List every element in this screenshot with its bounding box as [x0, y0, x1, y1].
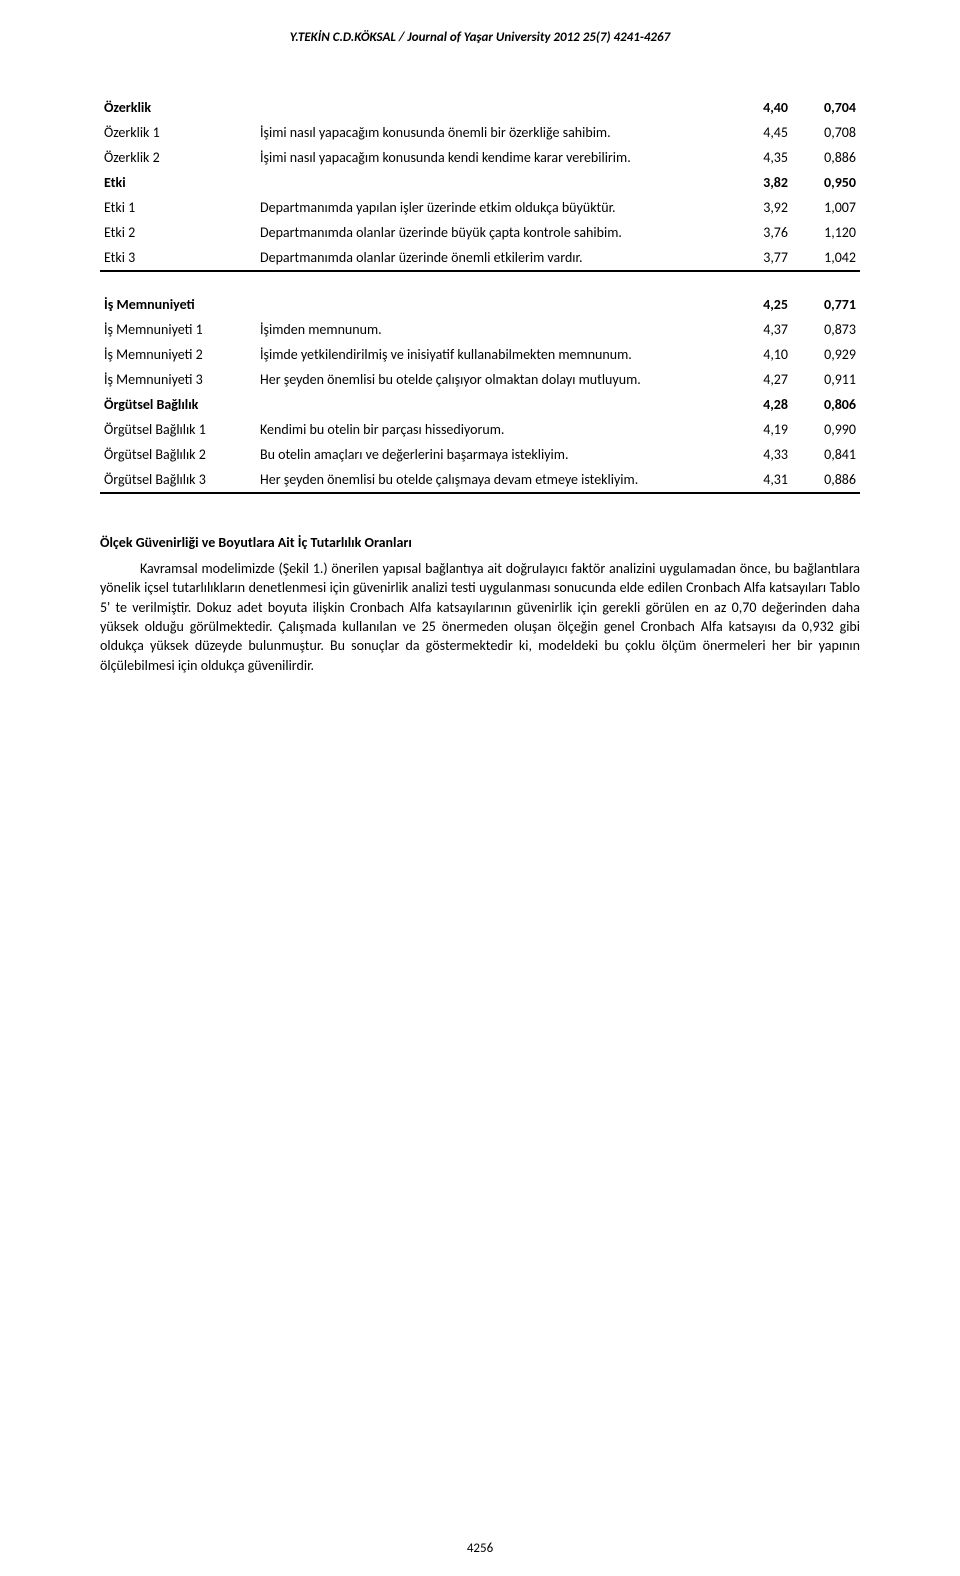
row-desc	[256, 170, 734, 195]
row-label: Özerklik	[100, 95, 256, 120]
section-heading: Ölçek Güvenirliği ve Boyutlara Ait İç Tu…	[100, 534, 860, 551]
row-label: Örgütsel Bağlılık 2	[100, 442, 256, 467]
row-label: İş Memnuniyeti 3	[100, 367, 256, 392]
row-value-2: 0,911	[792, 367, 860, 392]
page-number: 4256	[100, 1541, 860, 1556]
row-desc: Her şeyden önemlisi bu otelde çalışmaya …	[256, 467, 734, 493]
row-desc	[256, 392, 734, 417]
row-desc: İşimi nasıl yapacağım konusunda kendi ke…	[256, 145, 734, 170]
table-row: İş Memnuniyeti 1 İşimden memnunum. 4,37 …	[100, 317, 860, 342]
row-label: İş Memnuniyeti 1	[100, 317, 256, 342]
row-desc: İşimi nasıl yapacağım konusunda önemli b…	[256, 120, 734, 145]
row-value-2: 0,841	[792, 442, 860, 467]
row-value-2: 1,042	[792, 245, 860, 271]
row-value-1: 4,31	[734, 467, 792, 493]
row-label: Etki 2	[100, 220, 256, 245]
row-value-2: 1,007	[792, 195, 860, 220]
table-row: Etki 2 Departmanımda olanlar üzerinde bü…	[100, 220, 860, 245]
page: Y.TEKİN C.D.KÖKSAL / Journal of Yaşar Un…	[0, 0, 960, 1576]
table-row: İş Memnuniyeti 4,25 0,771	[100, 292, 860, 317]
row-value-1: 4,45	[734, 120, 792, 145]
table-row: Özerklik 1 İşimi nasıl yapacağım konusun…	[100, 120, 860, 145]
row-value-1: 4,27	[734, 367, 792, 392]
row-value-2: 0,929	[792, 342, 860, 367]
row-desc: İşimde yetkilendirilmiş ve inisiyatif ku…	[256, 342, 734, 367]
row-value-1: 3,92	[734, 195, 792, 220]
row-value-2: 0,886	[792, 145, 860, 170]
table-row: Etki 1 Departmanımda yapılan işler üzeri…	[100, 195, 860, 220]
row-value-1: 4,28	[734, 392, 792, 417]
row-value-2: 0,950	[792, 170, 860, 195]
table-row: İş Memnuniyeti 2 İşimde yetkilendirilmiş…	[100, 342, 860, 367]
table-row: Etki 3,82 0,950	[100, 170, 860, 195]
row-value-2: 0,708	[792, 120, 860, 145]
row-label: Etki 1	[100, 195, 256, 220]
table-row: İş Memnuniyeti 3 Her şeyden önemlisi bu …	[100, 367, 860, 392]
table-row: Özerklik 4,40 0,704	[100, 95, 860, 120]
table-row: Örgütsel Bağlılık 1 Kendimi bu otelin bi…	[100, 417, 860, 442]
row-value-2: 0,886	[792, 467, 860, 493]
row-value-1: 4,19	[734, 417, 792, 442]
table-row: Örgütsel Bağlılık 3 Her şeyden önemlisi …	[100, 467, 860, 493]
row-desc	[256, 292, 734, 317]
row-label: Örgütsel Bağlılık 1	[100, 417, 256, 442]
row-label: Etki 3	[100, 245, 256, 271]
row-value-2: 0,806	[792, 392, 860, 417]
table-row: Özerklik 2 İşimi nasıl yapacağım konusun…	[100, 145, 860, 170]
table-spacer	[100, 271, 860, 292]
row-value-1: 4,35	[734, 145, 792, 170]
row-label: İş Memnuniyeti 2	[100, 342, 256, 367]
row-value-1: 4,10	[734, 342, 792, 367]
row-label: Örgütsel Bağlılık 3	[100, 467, 256, 493]
row-value-2: 0,771	[792, 292, 860, 317]
row-value-2: 0,990	[792, 417, 860, 442]
row-value-1: 4,40	[734, 95, 792, 120]
row-value-1: 4,33	[734, 442, 792, 467]
row-desc	[256, 95, 734, 120]
row-desc: Departmanımda yapılan işler üzerinde etk…	[256, 195, 734, 220]
row-value-2: 1,120	[792, 220, 860, 245]
row-desc: İşimden memnunum.	[256, 317, 734, 342]
row-desc: Departmanımda olanlar üzerinde büyük çap…	[256, 220, 734, 245]
running-header: Y.TEKİN C.D.KÖKSAL / Journal of Yaşar Un…	[100, 30, 860, 45]
row-desc: Bu otelin amaçları ve değerlerini başarm…	[256, 442, 734, 467]
row-label: İş Memnuniyeti	[100, 292, 256, 317]
row-desc: Kendimi bu otelin bir parçası hissediyor…	[256, 417, 734, 442]
row-value-1: 4,37	[734, 317, 792, 342]
row-label: Etki	[100, 170, 256, 195]
row-label: Özerklik 2	[100, 145, 256, 170]
data-table: Özerklik 4,40 0,704 Özerklik 1 İşimi nas…	[100, 95, 860, 494]
row-value-2: 0,873	[792, 317, 860, 342]
table-row: Örgütsel Bağlılık 2 Bu otelin amaçları v…	[100, 442, 860, 467]
row-value-1: 3,77	[734, 245, 792, 271]
row-value-1: 3,82	[734, 170, 792, 195]
table-row: Etki 3 Departmanımda olanlar üzerinde ön…	[100, 245, 860, 271]
row-label: Özerklik 1	[100, 120, 256, 145]
row-value-2: 0,704	[792, 95, 860, 120]
row-desc: Her şeyden önemlisi bu otelde çalışıyor …	[256, 367, 734, 392]
row-desc: Departmanımda olanlar üzerinde önemli et…	[256, 245, 734, 271]
row-value-1: 3,76	[734, 220, 792, 245]
row-label: Örgütsel Bağlılık	[100, 392, 256, 417]
body-paragraph: Kavramsal modelimizde (Şekil 1.) önerile…	[100, 559, 860, 675]
table-row: Örgütsel Bağlılık 4,28 0,806	[100, 392, 860, 417]
row-value-1: 4,25	[734, 292, 792, 317]
